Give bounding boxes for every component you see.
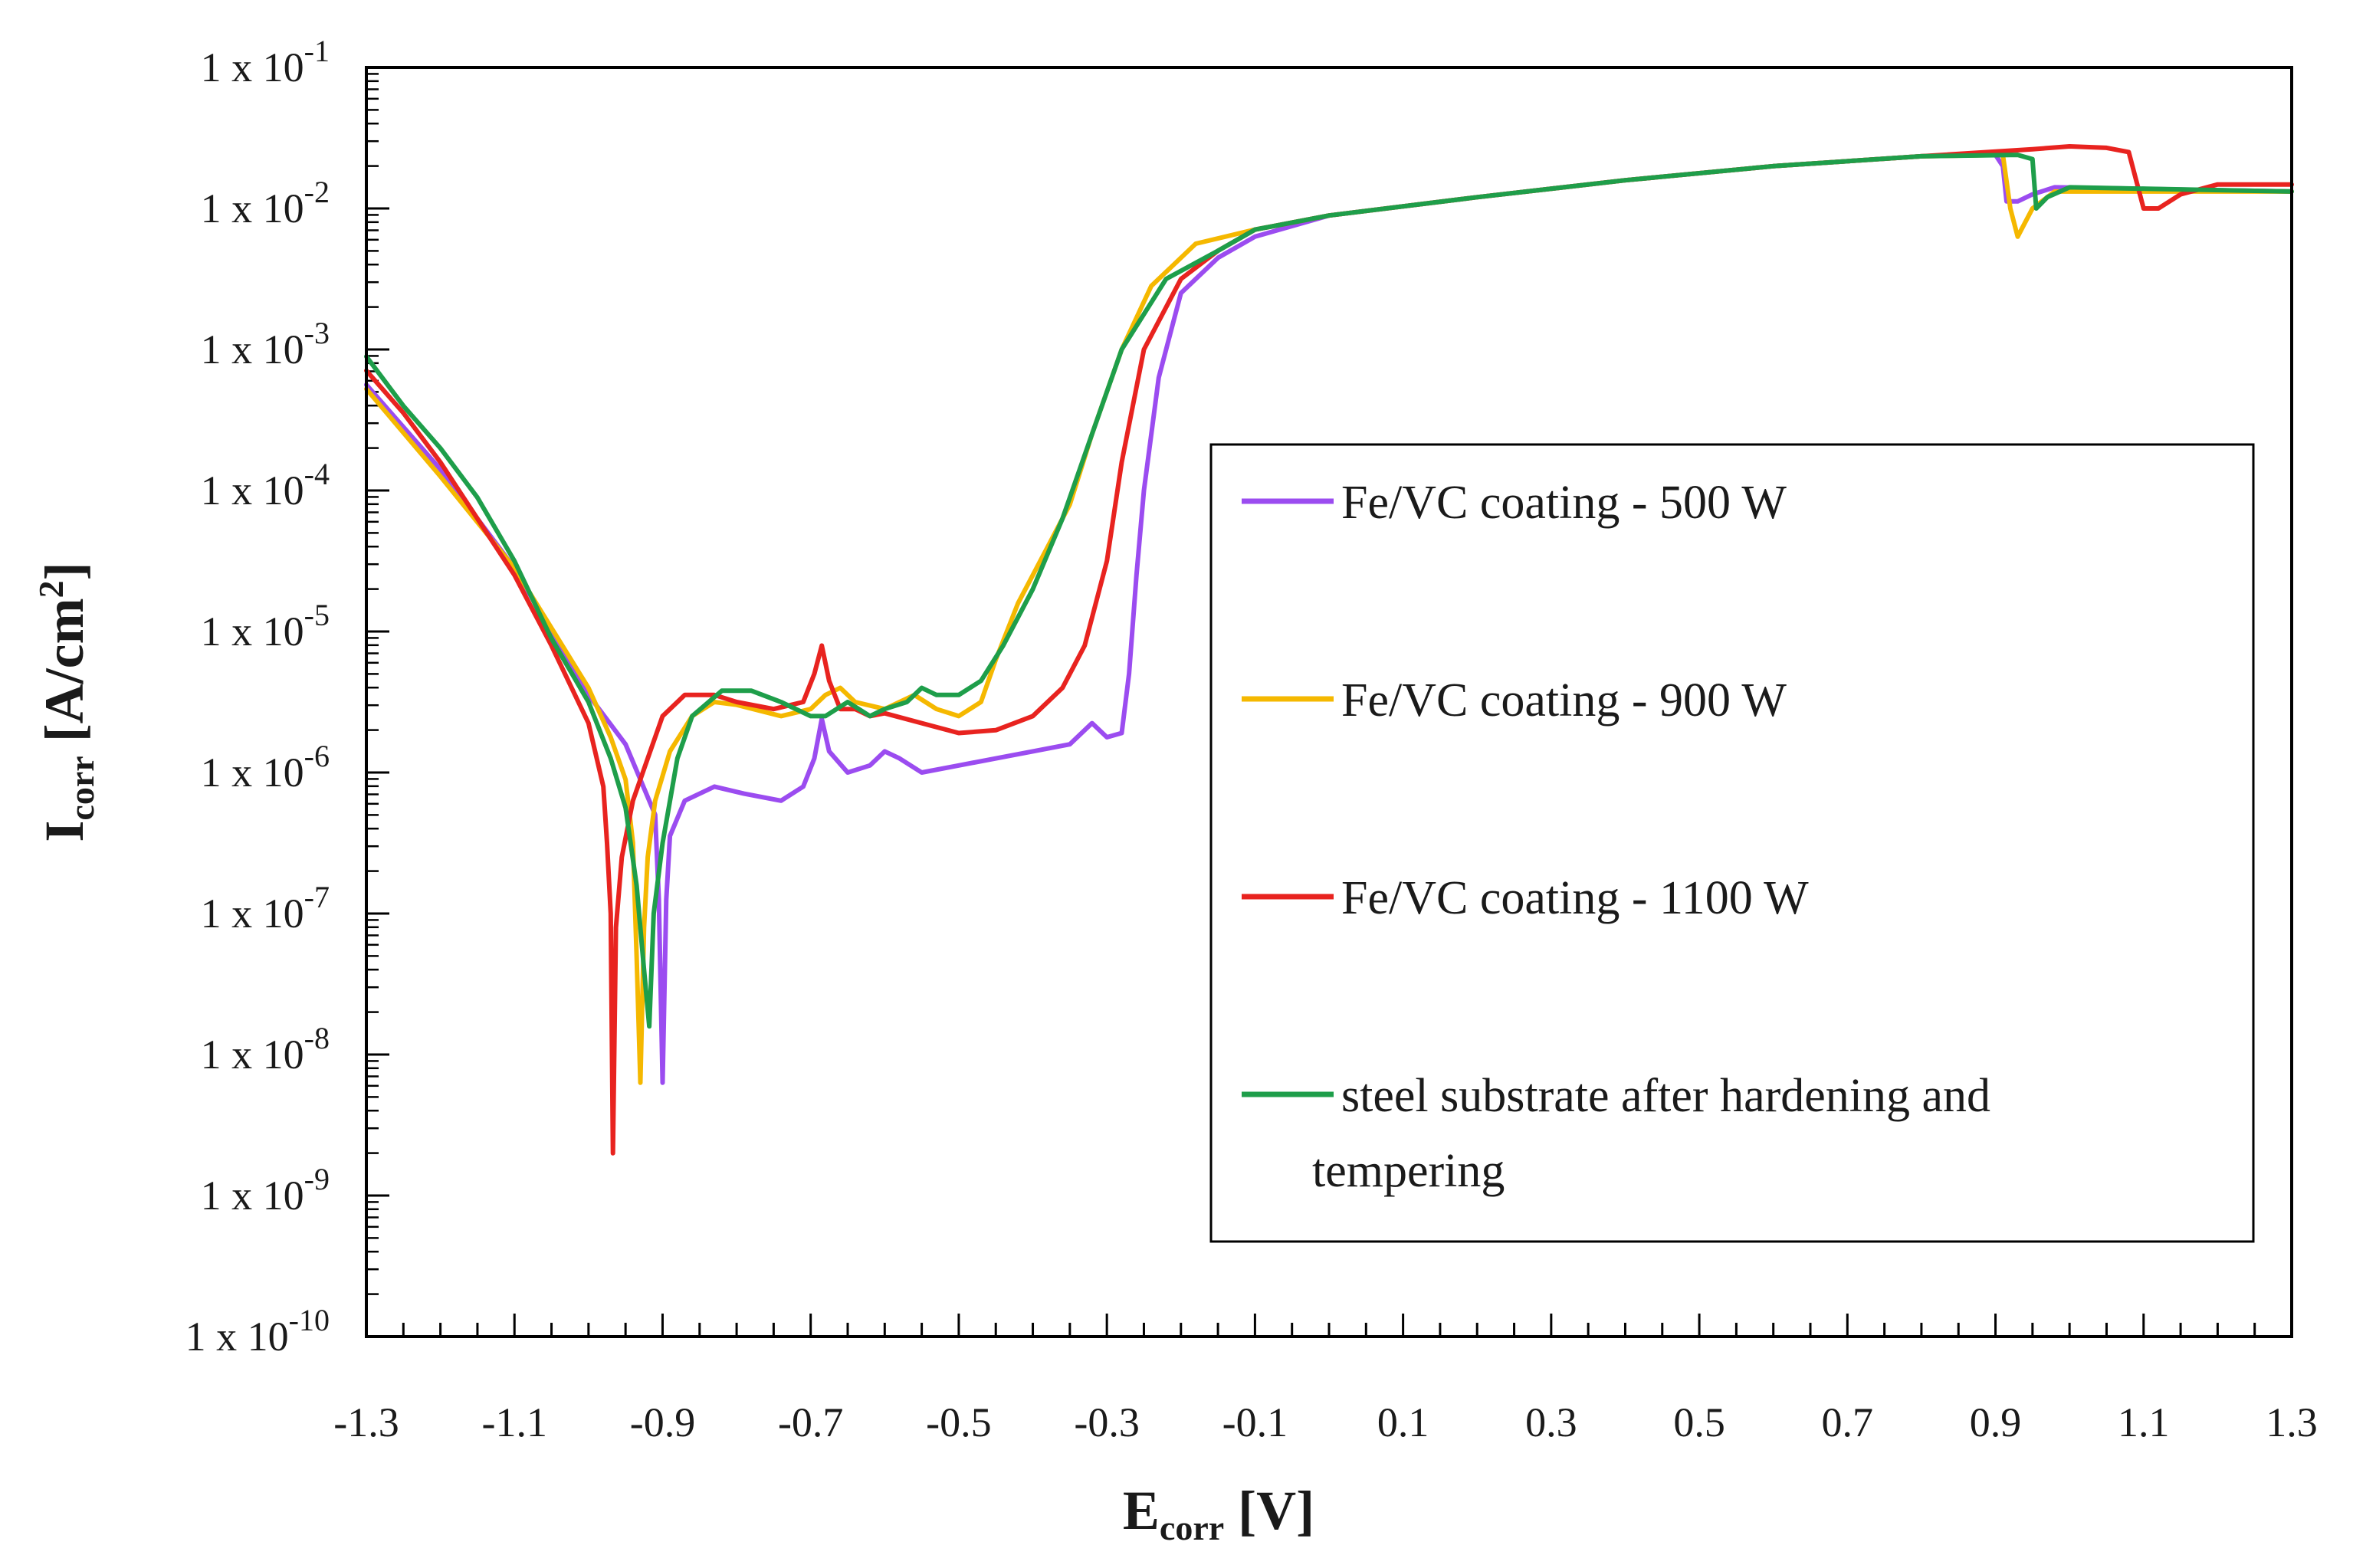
- x-tick-label: -0.7: [778, 1399, 843, 1445]
- y-tick-label: 1 x 10-9: [201, 1162, 330, 1219]
- legend-label: Fe/VC coating - 900 W: [1341, 674, 1787, 727]
- x-axis-title: Ecorr [V]: [1123, 1480, 1314, 1547]
- y-tick-exponent: -7: [304, 880, 330, 914]
- x-tick-label: -1.1: [481, 1399, 546, 1445]
- y-tick-exponent: -2: [304, 175, 330, 209]
- x-tick-label: 0.9: [1970, 1399, 2022, 1445]
- legend: Fe/VC coating - 500 W Fe/VC coating - 900…: [1209, 443, 2255, 1243]
- series-lines: [364, 144, 2294, 1156]
- y-tick-label: 1 x 10-6: [201, 739, 330, 795]
- y-tick-base: 1 x 10: [201, 185, 304, 231]
- x-tick-labels: -1.3 -1.1 -0.9 -0.7 -0.5 -0.3 -0.1 0.1 0.3 0.5 0.7…: [333, 1399, 2317, 1445]
- y-tick-label: 1 x 10-1: [201, 34, 330, 90]
- legend-box: [1209, 443, 2255, 1243]
- x-tick-label: -1.3: [333, 1399, 399, 1445]
- y-tick-base: 1 x 10: [185, 1314, 289, 1360]
- legend-label: tempering: [1312, 1145, 1505, 1197]
- x-tick-label: -0.9: [630, 1399, 695, 1445]
- y-tick-base: 1 x 10: [201, 326, 304, 372]
- x-tick-label: 0.3: [1525, 1399, 1577, 1445]
- x-axis-title-sub: corr: [1160, 1508, 1224, 1547]
- y-tick-exponent: -1: [304, 34, 330, 68]
- legend-label: Fe/VC coating - 1100 W: [1341, 872, 1809, 924]
- y-tick-label: 1 x 10-3: [201, 316, 330, 372]
- x-tick-label: 0.7: [1822, 1399, 1874, 1445]
- y-tick-exponent: -6: [304, 739, 330, 773]
- y-axis-title-unit: [A/cm: [34, 598, 95, 756]
- y-tick-exponent: -8: [304, 1021, 330, 1055]
- y-tick-base: 1 x 10: [201, 609, 304, 654]
- legend-label: steel substrate after hardening and: [1341, 1070, 1990, 1122]
- legend-entries: Fe/VC coating - 500 W Fe/VC coating - 900…: [1242, 477, 1990, 1197]
- y-tick-label: 1 x 10-8: [201, 1021, 330, 1078]
- series-line-4: [364, 153, 2294, 1029]
- y-tick-exponent: -3: [304, 316, 330, 350]
- x-tick-label: 0.1: [1377, 1399, 1429, 1445]
- x-tick-label: -0.3: [1074, 1399, 1139, 1445]
- y-tick-base: 1 x 10: [201, 750, 304, 795]
- plot-frame: [365, 66, 2293, 1338]
- y-tick-label: 1 x 10-10: [185, 1303, 330, 1360]
- y-tick-label: 1 x 10-2: [201, 175, 330, 231]
- y-tick-exponent: -5: [304, 598, 330, 632]
- y-tick-label: 1 x 10-7: [201, 880, 330, 937]
- y-tick-exponent: -9: [304, 1162, 330, 1196]
- x-tick-label: -0.1: [1222, 1399, 1288, 1445]
- y-axis-title-unit-sup: 2: [31, 580, 71, 598]
- x-tick-label: 1.3: [2266, 1399, 2318, 1445]
- y-axis-title: Icorr [A/cm2]: [31, 562, 101, 841]
- y-tick-base: 1 x 10: [201, 891, 304, 937]
- y-tick-base: 1 x 10: [201, 44, 304, 90]
- y-tick-base: 1 x 10: [201, 467, 304, 513]
- y-tick-label: 1 x 10-4: [201, 457, 330, 513]
- x-tick-label: 1.1: [2118, 1399, 2170, 1445]
- axes-ticks: [365, 66, 2293, 1338]
- x-tick-label: 0.5: [1673, 1399, 1725, 1445]
- y-axis-title-main: I: [34, 821, 95, 842]
- legend-label: Fe/VC coating - 500 W: [1341, 477, 1787, 529]
- x-axis-title-unit: [V]: [1224, 1480, 1314, 1541]
- y-axis-title-sub: corr: [62, 756, 101, 820]
- x-axis-title-main: E: [1123, 1480, 1160, 1541]
- y-tick-label: 1 x 10-5: [201, 598, 330, 654]
- y-tick-exponent: -10: [289, 1303, 330, 1337]
- y-tick-labels: 1 x 10-11 x 10-21 x 10-31 x 10-41 x 10-5…: [185, 34, 330, 1360]
- y-tick-base: 1 x 10: [201, 1032, 304, 1078]
- x-tick-label: -0.5: [926, 1399, 991, 1445]
- y-tick-exponent: -4: [304, 457, 330, 491]
- y-tick-base: 1 x 10: [201, 1173, 304, 1219]
- y-axis-title-unit-end: ]: [34, 562, 95, 580]
